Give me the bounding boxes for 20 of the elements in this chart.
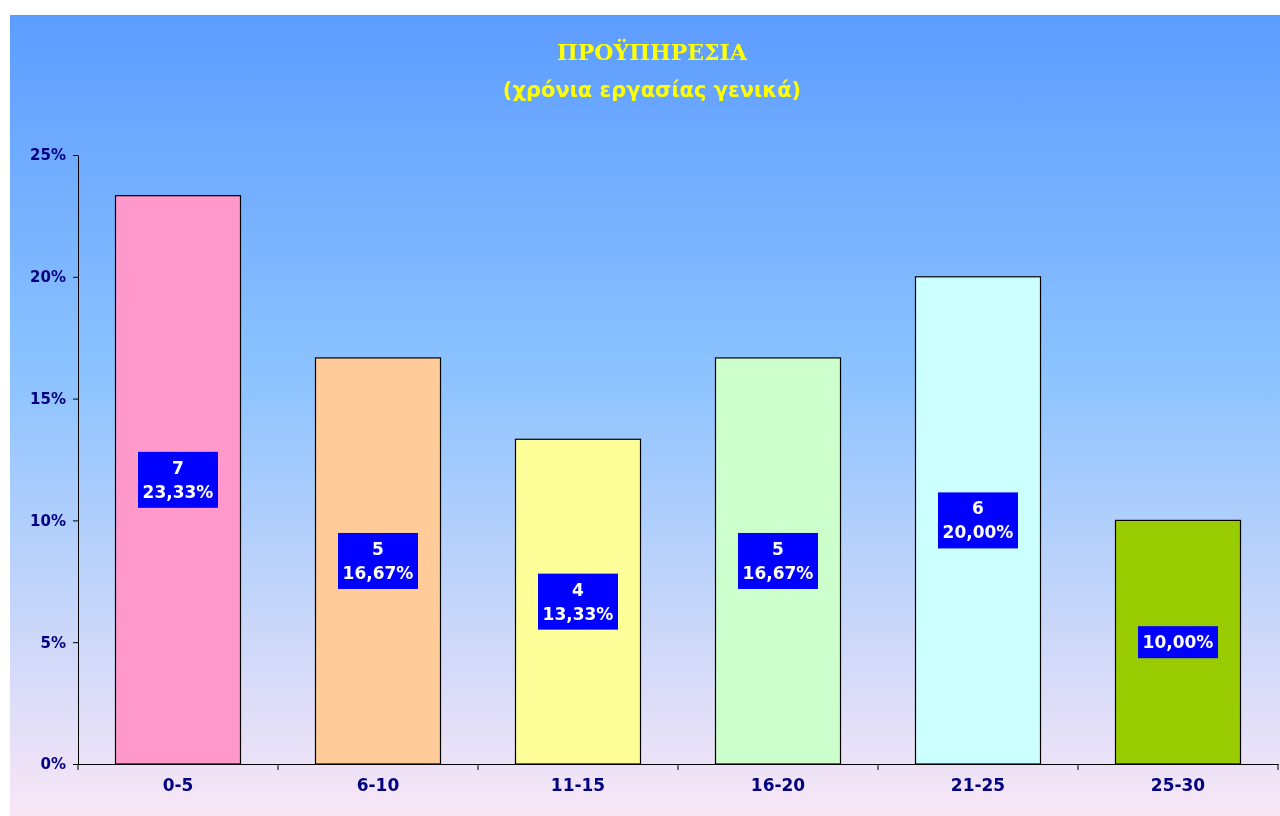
y-tick-label: 0% xyxy=(40,755,66,774)
y-tick-label: 5% xyxy=(40,633,66,652)
chart-subtitle: (χρόνια εργασίας γενικά) xyxy=(502,78,802,102)
y-tick-label: 20% xyxy=(30,268,66,287)
x-tick-label: 6-10 xyxy=(356,774,400,795)
data-label: 4 13,33% xyxy=(542,579,614,624)
x-tick-label: 25-30 xyxy=(1150,774,1206,795)
data-label: 6 20,00% xyxy=(942,498,1014,543)
data-label: 7 23,33% xyxy=(142,457,214,502)
data-label: 5 16,67% xyxy=(742,538,814,583)
x-tick-label: 16-20 xyxy=(750,774,806,795)
y-tick-label: 10% xyxy=(30,511,66,530)
chart-title: ΠΡΟΫΠΗΡΕΣΙΑ xyxy=(557,38,748,65)
x-tick-label: 21-25 xyxy=(950,774,1006,795)
x-tick-label: 0-5 xyxy=(162,774,194,795)
x-tick-label: 11-15 xyxy=(550,774,606,795)
data-label: 5 16,67% xyxy=(342,538,414,583)
y-tick-label: 15% xyxy=(30,389,66,408)
y-tick-label: 25% xyxy=(30,146,66,165)
data-label: 10,00% xyxy=(1142,632,1214,653)
